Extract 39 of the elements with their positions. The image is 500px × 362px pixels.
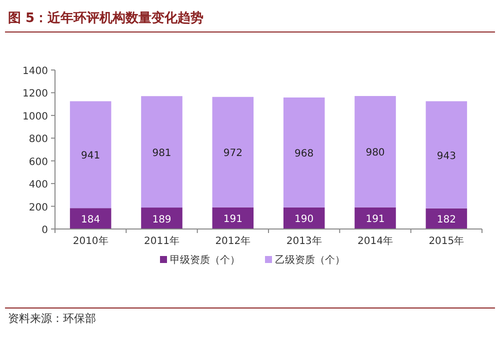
- y-tick-label: 1000: [22, 111, 48, 122]
- data-label: 184: [81, 214, 100, 226]
- x-tick-label: 2015年: [428, 235, 464, 247]
- y-tick-label: 400: [28, 180, 48, 191]
- bar: [354, 96, 396, 208]
- bar: [141, 208, 182, 229]
- bar: [70, 208, 112, 229]
- legend-label: 甲级资质（个）: [170, 254, 240, 266]
- x-tick-label: 2013年: [286, 235, 322, 247]
- y-tick-label: 1200: [22, 88, 48, 100]
- x-tick-label: 2011年: [144, 235, 180, 247]
- data-label: 941: [81, 150, 100, 162]
- data-label: 191: [366, 214, 385, 226]
- y-tick-label: 800: [28, 134, 48, 146]
- data-label: 981: [152, 148, 172, 159]
- x-tick-label: 2010年: [72, 235, 108, 247]
- bar: [426, 101, 468, 208]
- data-label: 972: [223, 148, 242, 160]
- bar: [141, 96, 182, 208]
- bar: [354, 207, 396, 229]
- data-label: 968: [294, 148, 314, 160]
- chart-title: 图 5：近年环评机构数量变化趋势: [8, 10, 204, 26]
- data-label: 182: [436, 214, 456, 226]
- legend-label: 乙级资质（个）: [275, 254, 345, 266]
- data-label: 190: [294, 214, 314, 226]
- y-tick-label: 600: [28, 156, 48, 168]
- bar: [283, 97, 325, 208]
- x-tick-label: 2012年: [215, 235, 251, 247]
- y-tick-label: 0: [42, 225, 48, 236]
- data-label: 191: [223, 214, 242, 226]
- x-tick-label: 2014年: [358, 235, 393, 247]
- text: 资料来源：环保部: [8, 312, 96, 325]
- y-tick-label: 1400: [22, 66, 48, 77]
- data-label: 189: [152, 214, 172, 226]
- data-label: 943: [436, 150, 456, 162]
- y-tick-label: 200: [28, 202, 48, 214]
- bar: [212, 96, 254, 208]
- data-label: 980: [366, 148, 385, 159]
- bar: [70, 101, 112, 208]
